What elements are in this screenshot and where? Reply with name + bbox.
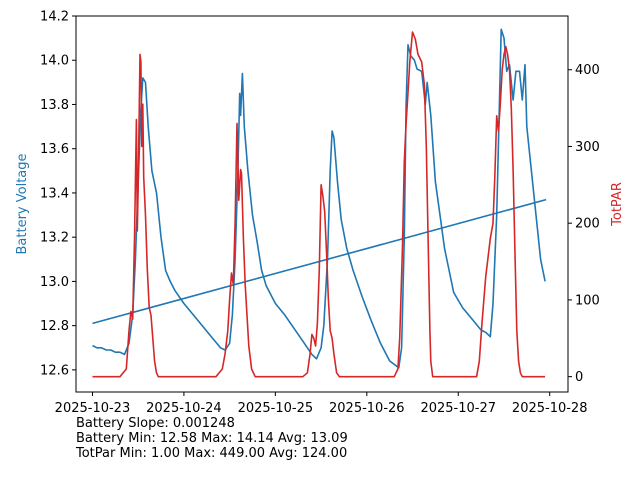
- x-tick-label: 2025-10-23: [55, 401, 131, 416]
- right-axis-title: TotPAR: [610, 182, 625, 227]
- x-tick-label: 2025-10-27: [420, 401, 496, 416]
- right-y-axis: 0 100 200 300 400: [568, 63, 600, 385]
- left-tick-label: 13.2: [40, 231, 69, 246]
- right-tick-label: 0: [575, 370, 583, 385]
- x-tick-label: 2025-10-26: [329, 401, 405, 416]
- battery-range-text: Battery Min: 12.58 Max: 14.14 Avg: 13.09: [76, 431, 348, 446]
- series-totpar: [92, 31, 546, 378]
- left-tick-label: 12.8: [40, 319, 69, 334]
- right-tick-label: 300: [575, 140, 600, 155]
- right-tick-label: 400: [575, 63, 600, 78]
- right-tick-label: 200: [575, 217, 600, 232]
- left-tick-label: 12.6: [40, 363, 69, 378]
- battery-slope-text: Battery Slope: 0.001248: [76, 416, 235, 431]
- x-axis: 2025-10-23 2025-10-24 2025-10-25 2025-10-26…: [55, 392, 588, 416]
- x-tick-label: 2025-10-24: [146, 401, 222, 416]
- left-tick-label: 13.6: [40, 142, 69, 157]
- x-tick-label: 2025-10-25: [238, 401, 314, 416]
- left-tick-label: 14.2: [40, 10, 69, 25]
- summary-stats: Battery Slope: 0.001248 Battery Min: 12.…: [76, 416, 348, 461]
- left-tick-label: 13.8: [40, 98, 69, 113]
- totpar-range-text: TotPar Min: 1.00 Max: 449.00 Avg: 124.00: [76, 446, 348, 461]
- x-tick-label: 2025-10-28: [512, 401, 588, 416]
- plot-lines: [92, 28, 547, 378]
- left-y-axis: 12.6 12.8 13.0 13.2 13.4 13.6 13.8 14.0 14.2: [40, 10, 76, 378]
- left-tick-label: 13.0: [40, 275, 69, 290]
- series-battery-voltage: [92, 28, 546, 369]
- left-axis-title: Battery Voltage: [15, 153, 30, 254]
- left-tick-label: 14.0: [40, 54, 69, 69]
- right-tick-label: 100: [575, 293, 600, 308]
- left-tick-label: 13.4: [40, 186, 69, 201]
- plot-frame: [75, 15, 569, 393]
